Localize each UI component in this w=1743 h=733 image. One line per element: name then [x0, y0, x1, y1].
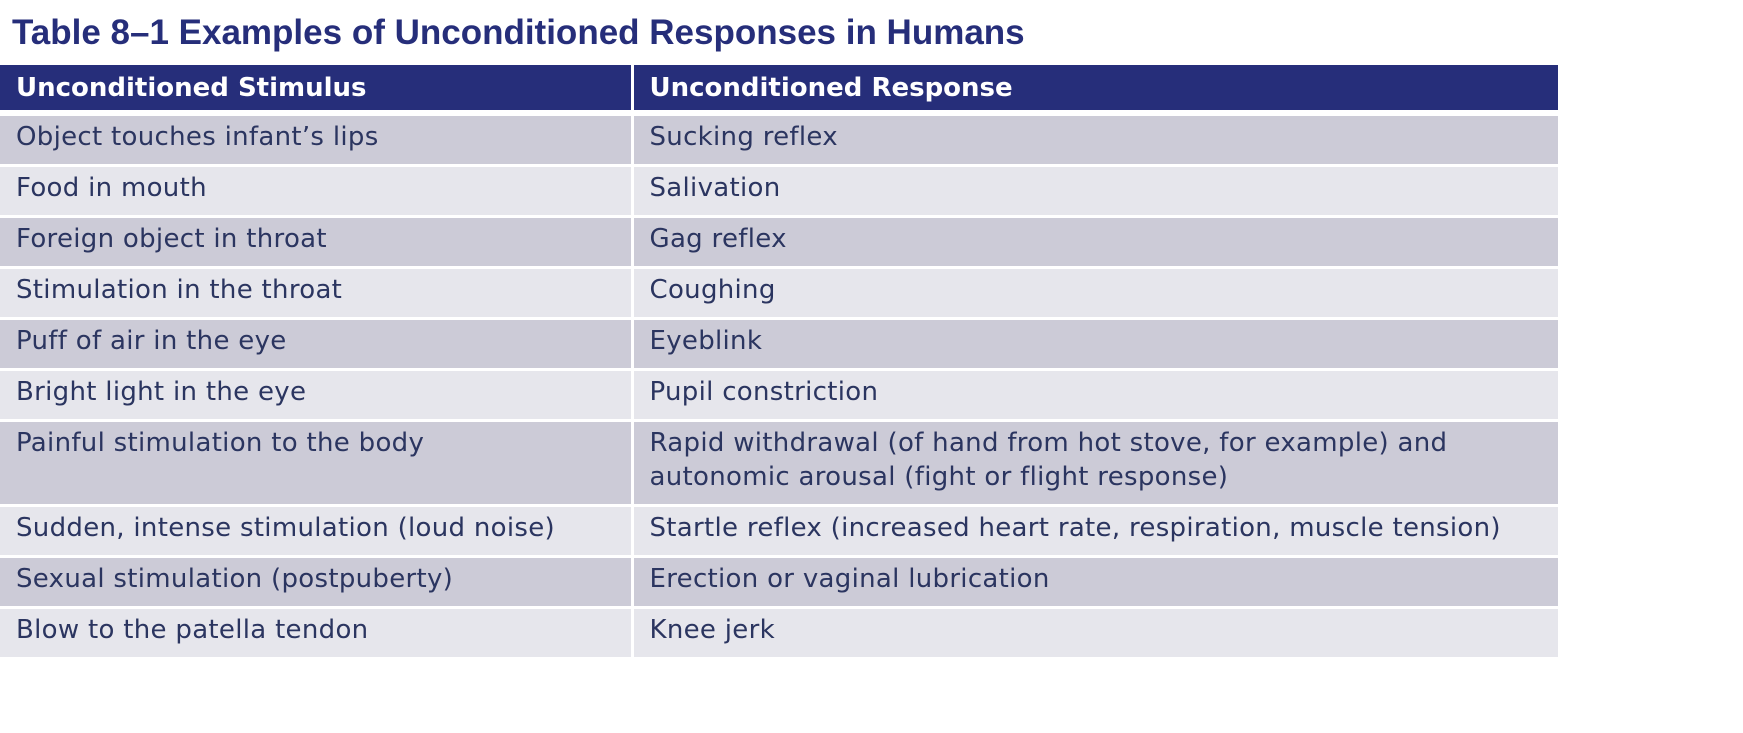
header-row: Unconditioned Stimulus Unconditioned Res…	[0, 65, 1558, 116]
table-row: Food in mouth Salivation	[0, 165, 1558, 218]
response-cell: Rapid withdrawal (of hand from hot stove…	[632, 420, 1558, 507]
table-row: Blow to the patella tendon Knee jerk	[0, 607, 1558, 660]
table-row: Sudden, intense stimulation (loud noise)…	[0, 505, 1558, 558]
stimulus-cell: Blow to the patella tendon	[0, 607, 634, 660]
stimulus-cell: Sudden, intense stimulation (loud noise)	[0, 505, 634, 558]
table-title: Table 8–1 Examples of Unconditioned Resp…	[12, 13, 1025, 52]
stimulus-cell: Bright light in the eye	[0, 369, 634, 422]
response-cell: Salivation	[632, 165, 1558, 218]
table-row: Foreign object in throat Gag reflex	[0, 216, 1558, 269]
stimulus-cell: Stimulation in the throat	[0, 267, 634, 320]
table-row: Stimulation in the throat Coughing	[0, 267, 1558, 320]
stimulus-cell: Puff of air in the eye	[0, 318, 634, 371]
column-header-stimulus: Unconditioned Stimulus	[0, 65, 634, 116]
response-cell: Sucking reflex	[632, 113, 1558, 167]
column-header-response: Unconditioned Response	[632, 65, 1558, 116]
response-cell: Startle reflex (increased heart rate, re…	[632, 505, 1558, 558]
table-row: Object touches infant’s lips Sucking ref…	[0, 113, 1558, 167]
response-cell: Eyeblink	[632, 318, 1558, 371]
response-cell: Knee jerk	[632, 607, 1558, 660]
response-cell: Pupil constriction	[632, 369, 1558, 422]
response-cell: Coughing	[632, 267, 1558, 320]
unconditioned-responses-table: Unconditioned Stimulus Unconditioned Res…	[0, 65, 1558, 660]
table-row: Bright light in the eye Pupil constricti…	[0, 369, 1558, 422]
table-row: Sexual stimulation (postpuberty) Erectio…	[0, 556, 1558, 609]
table-row: Puff of air in the eye Eyeblink	[0, 318, 1558, 371]
stimulus-cell: Sexual stimulation (postpuberty)	[0, 556, 634, 609]
stimulus-cell: Food in mouth	[0, 165, 634, 218]
table-row: Painful stimulation to the body Rapid wi…	[0, 420, 1558, 507]
response-cell: Gag reflex	[632, 216, 1558, 269]
response-cell: Erection or vaginal lubrication	[632, 556, 1558, 609]
stimulus-cell: Object touches infant’s lips	[0, 113, 634, 167]
stimulus-cell: Foreign object in throat	[0, 216, 634, 269]
stimulus-cell: Painful stimulation to the body	[0, 420, 634, 507]
